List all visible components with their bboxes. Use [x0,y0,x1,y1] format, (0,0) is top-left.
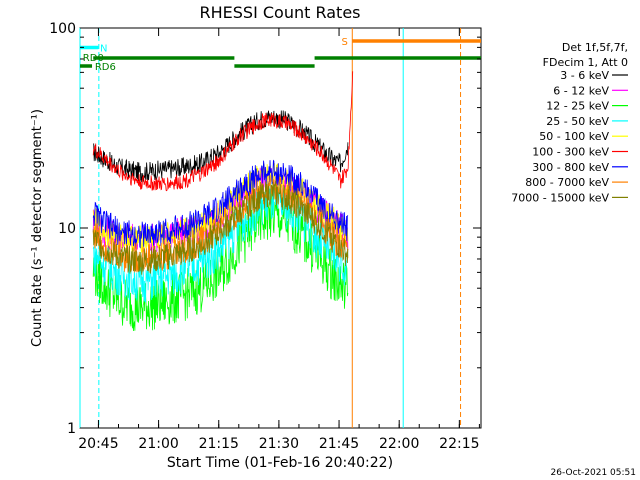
y-tick-label-3: 100 [49,21,76,37]
series-line-1 [92,110,349,183]
legend-entry-label-4: 25 - 50 keV [546,115,609,128]
generation-timestamp: 26-Oct-2021 05:51 [551,468,636,478]
x-tick-label-4: 21:30 [259,436,299,452]
segment-saa-label: S [341,37,347,48]
y-tick-label-2: 10 [58,221,76,237]
x-tick-label-7: 22:15 [439,436,479,452]
series-line-6 [92,71,354,192]
legend-entry-label-2: 6 - 12 keV [553,84,609,97]
axes: 20:45 21:00 21:15 21:30 21:45 22:00 22:15 1 10 10… [49,21,481,452]
x-tick-label-6: 22:00 [379,436,419,452]
legend-entry-label-7: 300 - 800 keV [532,161,609,174]
legend-header-line-2: FDecim 1, Att 0 [543,56,628,69]
legend-entry-label-9: 7000 - 15000 keV [511,191,609,204]
legend: Det 1f,5f,7f, FDecim 1, Att 03 - 6 keV 6 -… [511,41,628,204]
plot-area: NRD0RD6S [79,28,481,428]
legend-entry-label-6: 100 - 300 keV [532,146,609,159]
x-tick-label-1: 20:45 [78,436,118,452]
x-tick-label-3: 21:15 [199,436,239,452]
legend-entry-label-3: 12 - 25 keV [546,100,609,113]
legend-entry-label-1: 3 - 6 keV [560,69,609,82]
x-tick-label-5: 21:45 [319,436,359,452]
y-axis-label: Count Rate (s⁻¹ detector segment⁻¹) [30,109,45,347]
segment-rd6-label: RD6 [95,62,116,73]
legend-entry-label-5: 50 - 100 keV [539,130,609,143]
chart-title: RHESSI Count Rates [200,3,361,22]
x-axis-label: Start Time (01-Feb-16 20:40:22) [167,455,393,471]
series-line-7 [92,159,349,249]
series-line-9 [92,179,349,275]
y-tick-label-1: 1 [67,421,76,437]
segment-night-label: N [100,44,107,55]
legend-entry-label-8: 800 - 7000 keV [525,176,609,189]
x-tick-label-2: 21:00 [138,436,178,452]
legend-header-line-1: Det 1f,5f,7f, [562,41,628,54]
